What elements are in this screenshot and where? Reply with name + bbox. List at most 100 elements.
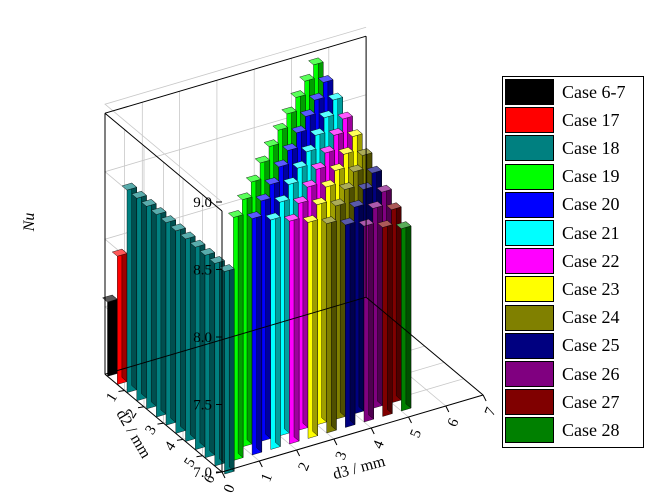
wall-grid-line [104, 26, 367, 203]
legend-item: Case 17 [505, 107, 620, 134]
legend-swatch [505, 107, 554, 134]
x-tick [221, 471, 226, 479]
y-tick-label: 1 [103, 390, 121, 405]
y-tick [118, 390, 125, 392]
x-tick-label: 6 [445, 416, 463, 429]
bar-top-face [367, 201, 384, 209]
bar-top-face [366, 165, 383, 174]
bar-case-18 [189, 239, 206, 450]
legend-label: Case 27 [562, 391, 620, 412]
legend-item: Case 26 [505, 361, 620, 387]
axis-frame-layer [104, 35, 487, 479]
bar-top-face [160, 215, 177, 223]
bar-top-face [150, 207, 167, 215]
bar-top-face [338, 147, 354, 155]
legend-label: Case 22 [562, 250, 620, 271]
bar-top-face [317, 75, 334, 83]
bar-top-face [319, 145, 336, 154]
bar-side-face [331, 216, 337, 431]
x-tick [296, 449, 301, 457]
legend-label: Case 6-7 [562, 81, 626, 102]
bar-side-face [405, 221, 412, 409]
bar-case-18 [199, 247, 216, 459]
bar-top-face [291, 125, 307, 134]
y-tick [196, 455, 203, 458]
bar-top-face [236, 192, 253, 201]
y-tick-label: 4 [162, 439, 180, 454]
legend-label: Case 17 [562, 109, 620, 130]
y-tick-label: 5 [181, 455, 199, 470]
x-tick [333, 438, 338, 446]
bar-side-face [180, 223, 186, 431]
z-tick-label: 8.5 [193, 263, 212, 279]
legend-swatch [505, 191, 554, 218]
legend-label: Case 19 [562, 166, 620, 187]
bar-top-face [199, 247, 216, 256]
legend-item: Case 23 [505, 276, 620, 303]
legend-item: Case 20 [505, 191, 620, 218]
bar-case-18 [160, 215, 177, 426]
z-tick-label: 8.0 [193, 330, 212, 346]
bar-side-face [349, 217, 356, 426]
bar-side-face [170, 215, 176, 423]
bar-top-face [290, 90, 306, 98]
bar-case-24 [330, 198, 346, 420]
bar-top-face [311, 197, 328, 206]
bar-top-face [246, 211, 263, 219]
legend-swatch [505, 220, 554, 246]
bar-case-23 [302, 214, 319, 439]
bar-side-face [312, 214, 318, 437]
x-tick-label: 2 [296, 460, 314, 473]
bar-side-face [293, 213, 300, 442]
legend-label: Case 23 [562, 278, 620, 299]
x-tick-label: 7 [482, 405, 500, 418]
bar-top-face [357, 182, 374, 190]
bar-side-face [121, 248, 128, 383]
box-edge [104, 35, 367, 114]
x-tick [482, 394, 487, 402]
z-tick-label: 7.0 [193, 465, 212, 481]
bar-top-face [301, 179, 318, 188]
bar-case-21 [274, 194, 290, 437]
bar-case-21 [265, 212, 281, 450]
legend-item: Case 18 [505, 135, 620, 162]
z-tick-label: 9.0 [193, 195, 212, 211]
bar-top-face [395, 221, 412, 229]
bar-top-face [227, 210, 244, 218]
bar-case-18 [150, 207, 167, 418]
bar-top-face [283, 213, 300, 222]
z-tick-label: 7.5 [193, 398, 212, 414]
bar-case-25 [348, 199, 365, 415]
bar-top-face [255, 193, 272, 202]
bar-top-face [299, 73, 315, 82]
x-tick [408, 416, 412, 424]
legend-swatch [505, 417, 554, 444]
legend-label: Case 21 [562, 222, 620, 243]
bar-side-face [275, 212, 281, 448]
bar-side-face [368, 218, 374, 420]
bar-case-18 [131, 190, 147, 402]
x-tick-label: 1 [258, 471, 276, 484]
bar-side-face [150, 198, 157, 407]
bar-top-face [121, 182, 138, 191]
bar-side-face [358, 199, 365, 412]
y-tick [157, 422, 164, 425]
legend-swatch [505, 135, 554, 162]
bar-case-19 [227, 209, 244, 461]
bar-top-face [302, 215, 319, 223]
legend-swatch [505, 389, 554, 416]
bar-top-face [131, 190, 147, 199]
bar-side-face [340, 198, 346, 417]
bar-case-18 [121, 182, 138, 393]
legend-swatch [505, 79, 554, 105]
bar-top-face [265, 212, 281, 221]
legend-swatch [505, 332, 554, 359]
bar-top-face [330, 198, 346, 207]
x-tick [445, 405, 450, 413]
bar-side-face [141, 190, 147, 399]
bar-top-face [377, 220, 393, 228]
bar-top-face [189, 239, 206, 248]
bar-top-face [245, 174, 262, 183]
